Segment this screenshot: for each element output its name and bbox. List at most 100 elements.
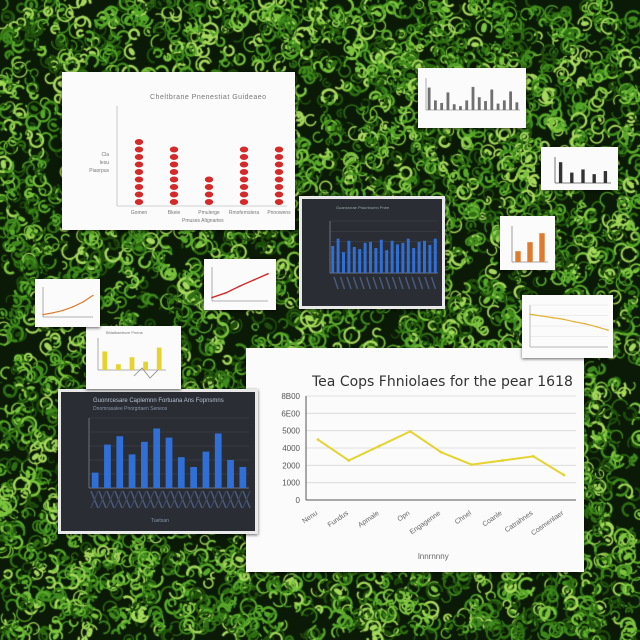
data-point: [239, 285, 241, 287]
red-dot: [274, 169, 284, 175]
bar: [342, 252, 345, 273]
main-data-point: [531, 454, 535, 458]
red-dot: [274, 176, 284, 183]
x-tick-mark: [194, 490, 203, 509]
x-tick-label: Chnel: [454, 510, 473, 526]
yellow-chart-title: Bhlalbaelecre Pnens: [106, 330, 143, 335]
bar: [401, 242, 405, 273]
orange-rise-line-chart-card: [35, 279, 100, 327]
bar: [440, 102, 444, 110]
y-tick-label: 5000: [282, 427, 300, 436]
bar: [496, 103, 500, 110]
red-dot: [169, 169, 179, 175]
x-tick-mark: [130, 490, 139, 509]
data-point: [529, 313, 531, 316]
red-dot-column: [204, 176, 214, 205]
red-dot-column: [134, 139, 144, 205]
red-dot: [274, 191, 284, 198]
bar: [433, 238, 437, 273]
red-dot: [169, 161, 179, 168]
red-dot-column: [274, 146, 284, 205]
bar: [539, 233, 545, 262]
bar: [509, 91, 513, 110]
main-line-chart-card: Tea Cops Fhniolaes for the pear 1618 8B0…: [246, 348, 584, 572]
bar: [385, 250, 389, 273]
x-tick-label: Gomen: [131, 210, 148, 216]
bar: [477, 97, 481, 110]
bar: [128, 454, 136, 488]
data-point: [225, 292, 227, 294]
bar: [452, 104, 456, 110]
grey-bar-chart-top-card: [418, 68, 526, 128]
red-dot-chart-card: Cheltbrane Pnenestiat Guideaeo Cla Iesu Pi…: [62, 72, 295, 230]
data-point: [573, 321, 576, 323]
x-tick-mark: [372, 276, 378, 290]
x-tick-mark: [138, 490, 147, 509]
blue-bar-chart-left: [88, 417, 251, 509]
red-dot-column: [169, 146, 179, 205]
x-tick-mark: [202, 490, 211, 509]
bar: [177, 457, 185, 488]
bar: [143, 361, 148, 370]
data-point: [267, 273, 269, 275]
red-dot-column: [239, 146, 249, 205]
x-tick-label: Rmofernstera: [229, 210, 260, 216]
x-tick-mark: [154, 490, 163, 509]
bar: [515, 251, 521, 262]
bar: [116, 364, 121, 370]
red-dot: [134, 161, 144, 168]
blue-left-title: Guonrcesare Caplemnn Fortuana Ans Fopnsm…: [93, 398, 224, 404]
series-line: [42, 294, 94, 316]
bar: [396, 244, 399, 273]
series-line: [529, 313, 609, 331]
bar: [465, 100, 469, 110]
bar: [104, 444, 111, 488]
x-tick-label: Pmulerge: [198, 210, 220, 216]
bar: [502, 100, 506, 110]
red-dot: [274, 199, 284, 205]
bar: [417, 241, 421, 273]
red-dot: [204, 184, 214, 190]
data-point: [551, 316, 554, 319]
red-dot: [134, 199, 144, 205]
bar: [581, 169, 585, 183]
x-tick-mark: [411, 276, 417, 290]
red-dot: [239, 169, 249, 175]
x-tick-mark: [359, 276, 365, 290]
x-tick-mark: [122, 490, 131, 509]
bar: [347, 240, 351, 273]
red-chart-title: Cheltbrane Pnenestiat Guideaeo: [150, 94, 267, 101]
bar: [358, 249, 362, 273]
bar: [369, 241, 372, 273]
x-tick-mark: [352, 276, 359, 290]
data-point: [42, 313, 44, 316]
bar: [141, 441, 148, 488]
x-tick-mark: [430, 276, 437, 290]
bar: [390, 240, 394, 273]
data-point: [253, 279, 255, 281]
bar: [156, 347, 162, 370]
yellow-mini-bar-chart: [97, 338, 166, 379]
red-dot: [204, 199, 214, 205]
data-point: [82, 301, 84, 303]
bar: [558, 162, 563, 183]
x-tick-mark: [114, 490, 123, 509]
x-tick-label: Nenu: [301, 510, 319, 525]
x-tick-mark: [424, 276, 430, 290]
y-tick-label: 6E00: [281, 409, 300, 418]
red-dot: [274, 161, 284, 168]
main-data-point: [316, 438, 320, 442]
bar: [129, 357, 135, 370]
bar: [490, 89, 494, 110]
x-tick-mark: [178, 490, 187, 509]
bar: [336, 238, 340, 273]
bar: [433, 100, 437, 110]
main-data-point: [408, 429, 412, 433]
x-tick-mark: [218, 490, 227, 509]
x-tick-mark: [417, 276, 424, 290]
main-data-point: [347, 459, 351, 462]
red-dot: [169, 184, 179, 190]
yellow-decline-line-chart-card: [522, 295, 613, 358]
bar: [374, 248, 378, 273]
